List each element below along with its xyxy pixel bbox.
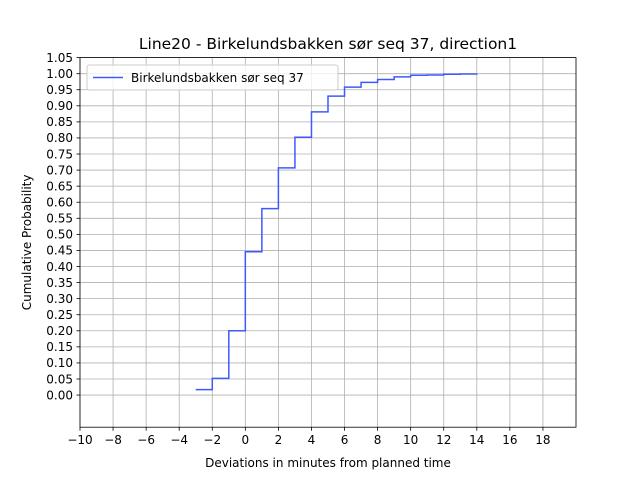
- plot-area: [80, 57, 576, 428]
- x-tick-label: 12: [436, 433, 451, 447]
- x-tick-label: 4: [308, 433, 316, 447]
- y-tick-label: 0.40: [46, 260, 73, 274]
- chart-title: Line20 - Birkelundsbakken sør seq 37, di…: [139, 35, 517, 53]
- y-tick-label: 0.85: [46, 115, 73, 129]
- x-tick-label: −10: [67, 433, 92, 447]
- x-tick-label: 16: [502, 433, 517, 447]
- y-tick-label: 0.45: [46, 244, 73, 258]
- y-tick-label: 0.50: [46, 228, 73, 242]
- y-tick-label: 0.55: [46, 212, 73, 226]
- x-tick-label: 14: [469, 433, 484, 447]
- y-tick-label: 0.75: [46, 147, 73, 161]
- grid: [79, 57, 576, 428]
- y-tick-label: 0.80: [46, 131, 73, 145]
- y-tick-label: 0.35: [46, 276, 73, 290]
- x-tick-label: 0: [242, 433, 250, 447]
- x-axis-ticks: −10 −8 −6 −4 −2 0 2 4 6 8 10 12 14 16 18: [67, 427, 551, 447]
- y-tick-label: 0.00: [46, 388, 73, 402]
- y-axis-label: Cumulative Probability: [20, 175, 34, 311]
- x-axis-label: Deviations in minutes from planned time: [205, 456, 451, 470]
- y-tick-label: 0.70: [46, 163, 73, 177]
- y-tick-label: 0.20: [46, 324, 73, 338]
- plot-frame: [79, 57, 577, 428]
- y-tick-label: 0.90: [46, 99, 73, 113]
- y-tick-label: 0.60: [46, 196, 73, 210]
- y-tick-label: 0.05: [46, 372, 73, 386]
- y-axis-ticks: 0.00 0.05 0.10 0.15 0.20 0.25 0.30 0.35 0.40 0.45…: [46, 51, 80, 402]
- y-tick-label: 0.30: [46, 292, 73, 306]
- y-tick-label: 0.65: [46, 179, 73, 193]
- x-tick-label: 18: [535, 433, 550, 447]
- x-tick-label: 8: [374, 433, 382, 447]
- x-tick-label: −8: [104, 433, 122, 447]
- y-tick-label: 1.05: [46, 51, 73, 65]
- legend: Birkelundsbakken sør seq 37: [86, 64, 339, 91]
- y-tick-label: 0.95: [46, 83, 73, 97]
- y-tick-label: 1.00: [46, 67, 73, 81]
- x-tick-label: 6: [341, 433, 349, 447]
- x-tick-label: 10: [403, 433, 418, 447]
- x-tick-label: −4: [170, 433, 188, 447]
- x-tick-label: 2: [275, 433, 283, 447]
- x-tick-label: −2: [203, 433, 221, 447]
- legend-label: Birkelundsbakken sør seq 37: [131, 71, 304, 85]
- y-tick-label: 0.10: [46, 356, 73, 370]
- y-tick-label: 0.15: [46, 340, 73, 354]
- y-tick-label: 0.25: [46, 308, 73, 322]
- series-step-line: [195, 73, 478, 391]
- x-tick-label: −6: [137, 433, 155, 447]
- series-layer: [195, 73, 478, 391]
- legend-box: [86, 64, 339, 91]
